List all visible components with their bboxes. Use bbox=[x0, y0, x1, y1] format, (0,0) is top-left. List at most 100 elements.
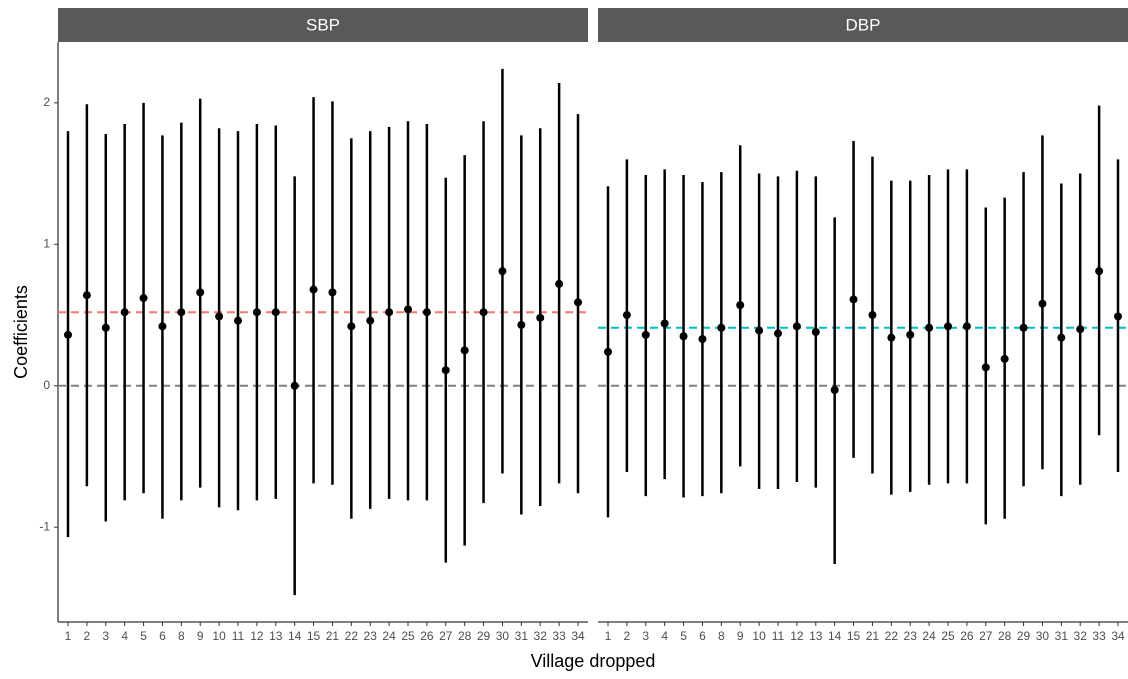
x-tick-label: 34 bbox=[1111, 629, 1125, 643]
panel-title: SBP bbox=[306, 15, 340, 34]
x-tick-label: 2 bbox=[624, 629, 631, 643]
point bbox=[679, 332, 688, 341]
point bbox=[1095, 267, 1104, 276]
x-tick-label: 8 bbox=[178, 629, 185, 643]
point bbox=[868, 311, 877, 320]
x-tick-label: 22 bbox=[885, 629, 899, 643]
point bbox=[366, 316, 375, 325]
y-tick-label: 2 bbox=[43, 95, 50, 109]
y-tick-label: 1 bbox=[43, 236, 50, 250]
x-tick-label: 5 bbox=[680, 629, 687, 643]
x-tick-label: 15 bbox=[847, 629, 861, 643]
x-tick-label: 28 bbox=[998, 629, 1012, 643]
point bbox=[290, 381, 299, 390]
x-tick-label: 10 bbox=[752, 629, 766, 643]
point bbox=[215, 312, 224, 321]
point bbox=[158, 322, 167, 331]
point bbox=[555, 279, 564, 288]
x-tick-label: 13 bbox=[809, 629, 823, 643]
x-tick-label: 22 bbox=[345, 629, 359, 643]
point bbox=[774, 329, 782, 338]
x-tick-label: 33 bbox=[552, 629, 566, 643]
panel-title: DBP bbox=[846, 15, 881, 34]
point bbox=[604, 347, 612, 356]
strip bbox=[598, 8, 1128, 42]
y-tick-label: 0 bbox=[43, 378, 50, 392]
point bbox=[717, 323, 726, 332]
point bbox=[441, 366, 450, 375]
x-tick-label: 29 bbox=[1017, 629, 1031, 643]
x-tick-label: 14 bbox=[288, 629, 302, 643]
x-tick-label: 29 bbox=[477, 629, 491, 643]
point bbox=[622, 311, 631, 320]
x-tick-label: 15 bbox=[307, 629, 321, 643]
x-tick-label: 24 bbox=[382, 629, 396, 643]
point bbox=[422, 308, 431, 317]
x-tick-label: 1 bbox=[605, 629, 612, 643]
point bbox=[234, 316, 242, 325]
point bbox=[925, 323, 934, 332]
x-tick-label: 26 bbox=[420, 629, 434, 643]
x-tick-label: 6 bbox=[699, 629, 706, 643]
point bbox=[1114, 312, 1122, 321]
x-tick-label: 25 bbox=[401, 629, 415, 643]
point bbox=[271, 308, 280, 317]
x-tick-label: 1 bbox=[65, 629, 72, 643]
point bbox=[404, 305, 412, 314]
x-tick-label: 8 bbox=[718, 629, 725, 643]
x-tick-label: 14 bbox=[828, 629, 842, 643]
x-tick-label: 33 bbox=[1092, 629, 1106, 643]
x-tick-label: 3 bbox=[102, 629, 109, 643]
x-tick-label: 2 bbox=[84, 629, 91, 643]
point bbox=[347, 322, 356, 331]
point bbox=[536, 313, 545, 322]
x-tick-label: 30 bbox=[1036, 629, 1050, 643]
point bbox=[82, 291, 91, 300]
point bbox=[252, 308, 261, 317]
x-tick-label: 31 bbox=[1055, 629, 1069, 643]
point bbox=[698, 335, 707, 344]
x-tick-label: 9 bbox=[197, 629, 204, 643]
x-tick-label: 32 bbox=[534, 629, 548, 643]
x-tick-label: 32 bbox=[1074, 629, 1088, 643]
point bbox=[849, 295, 858, 304]
x-tick-label: 30 bbox=[496, 629, 510, 643]
x-tick-label: 26 bbox=[960, 629, 974, 643]
x-tick-label: 12 bbox=[790, 629, 804, 643]
point bbox=[460, 346, 469, 355]
x-tick-label: 11 bbox=[772, 629, 785, 643]
point bbox=[1000, 354, 1009, 363]
point bbox=[1038, 299, 1047, 308]
point bbox=[196, 288, 205, 297]
x-tick-label: 5 bbox=[140, 629, 147, 643]
point bbox=[385, 308, 394, 317]
x-tick-label: 4 bbox=[661, 629, 668, 643]
y-axis-title: Coefficients bbox=[11, 285, 31, 379]
point bbox=[830, 386, 839, 394]
point bbox=[944, 322, 952, 331]
x-tick-label: 10 bbox=[212, 629, 226, 643]
x-tick-label: 9 bbox=[737, 629, 744, 643]
y-tick-label: -1 bbox=[39, 519, 50, 533]
point bbox=[574, 298, 582, 307]
x-tick-label: 13 bbox=[269, 629, 283, 643]
x-tick-label: 24 bbox=[922, 629, 936, 643]
point bbox=[517, 320, 526, 329]
point bbox=[887, 333, 896, 342]
x-tick-label: 27 bbox=[979, 629, 993, 643]
x-tick-label: 31 bbox=[515, 629, 529, 643]
point bbox=[328, 288, 337, 297]
point bbox=[736, 301, 745, 310]
strip bbox=[58, 8, 588, 42]
point bbox=[962, 322, 971, 331]
point bbox=[309, 285, 318, 294]
point bbox=[101, 323, 110, 332]
point bbox=[1019, 323, 1028, 332]
point bbox=[1057, 333, 1066, 342]
point bbox=[660, 319, 669, 328]
x-tick-label: 3 bbox=[642, 629, 649, 643]
point bbox=[120, 308, 129, 317]
point bbox=[755, 326, 764, 335]
point bbox=[792, 322, 801, 331]
